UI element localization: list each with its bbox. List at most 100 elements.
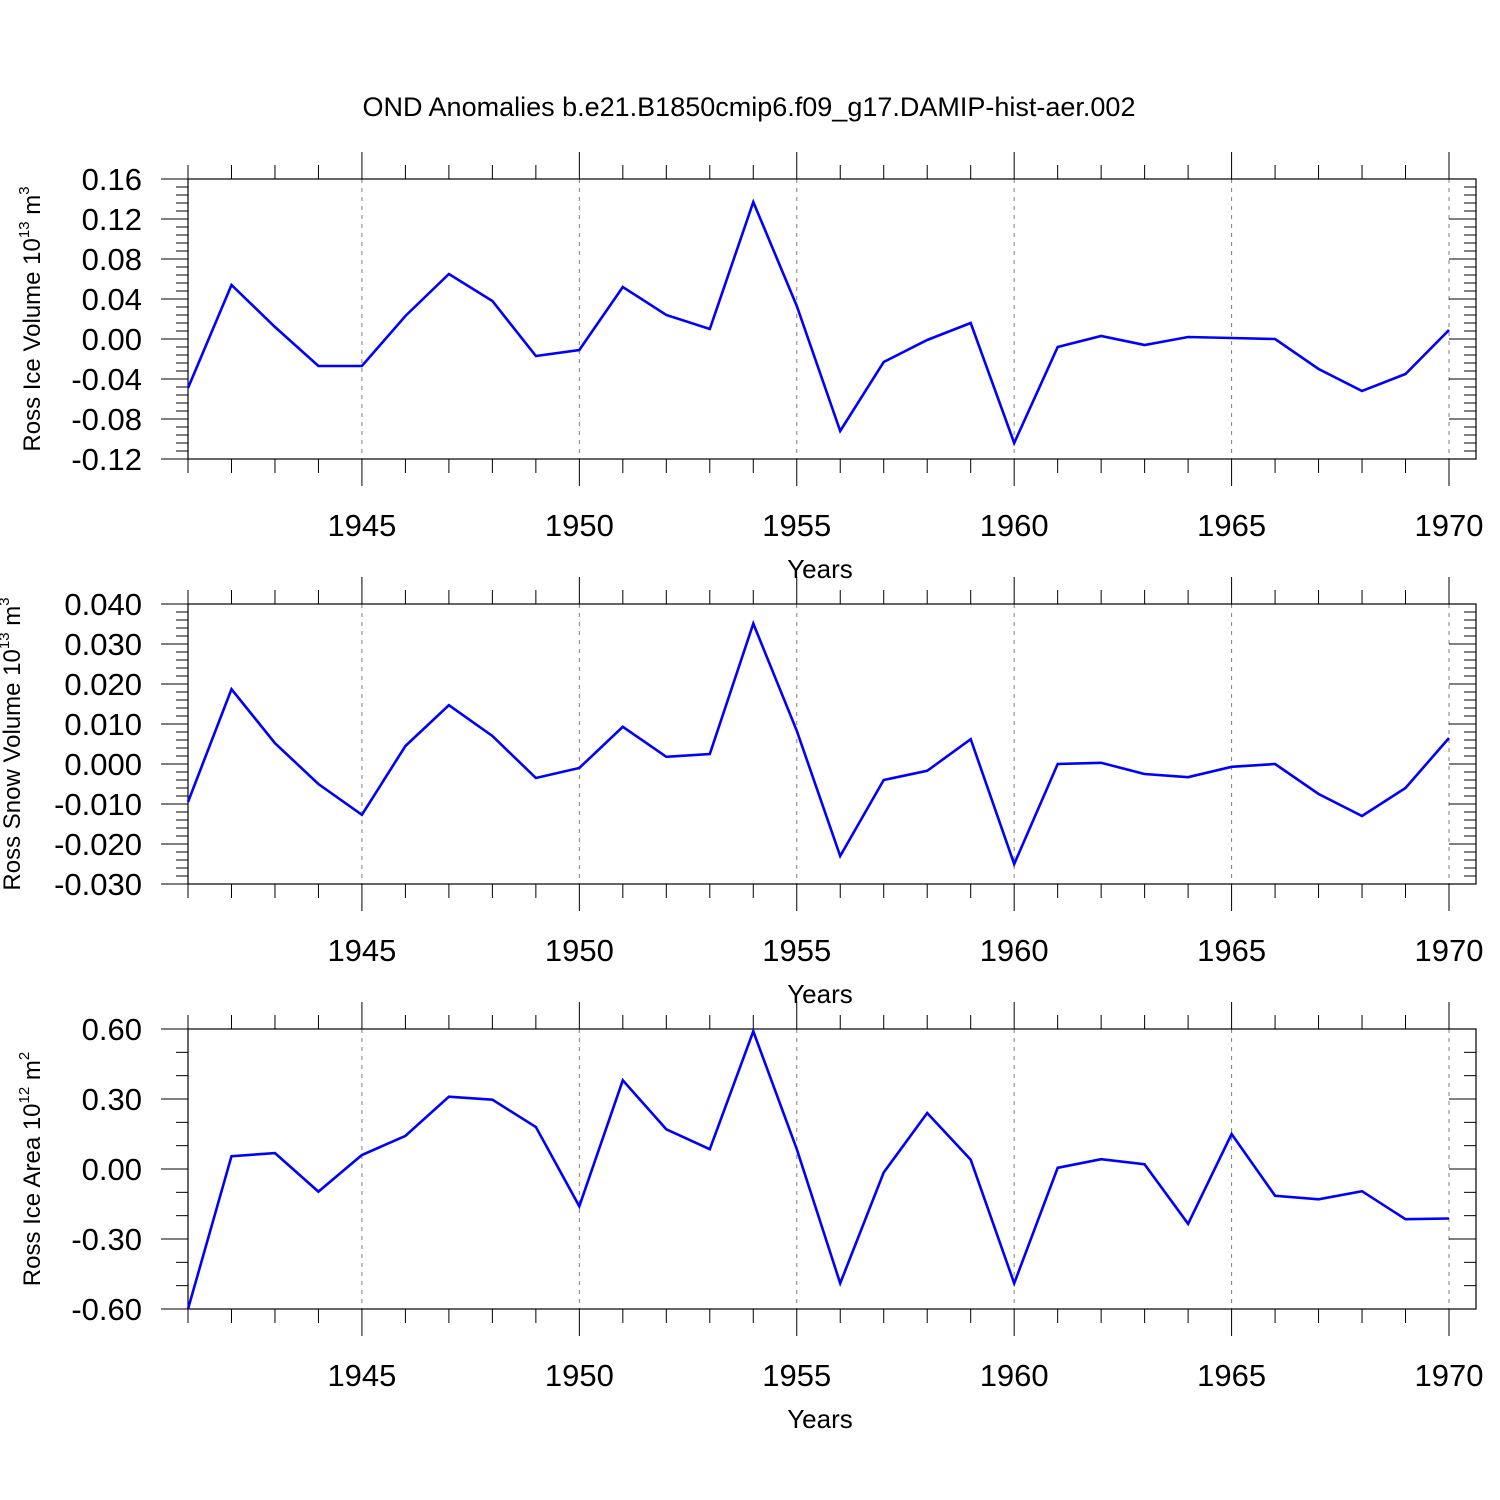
p0-ytick-label: 0.12 <box>82 202 142 237</box>
p0-ytick-label: -0.12 <box>71 442 142 477</box>
p0-data-point-1944 <box>317 365 319 367</box>
p2-series-line-0 <box>186 1027 1450 1310</box>
p1-data-point-1960 <box>1013 863 1015 865</box>
p1-data-point-1970 <box>1448 737 1450 739</box>
p1-data-point-1947 <box>448 704 450 706</box>
p0-y-axis-label-exponent: 13 <box>16 221 33 238</box>
p2-y-axis-label-unit-exponent: 2 <box>16 1052 33 1060</box>
p1-data-point-1968 <box>1361 815 1363 817</box>
p2-data-point-1949 <box>535 1126 537 1128</box>
p2-data-point-1957 <box>883 1171 885 1173</box>
p1-data-point-1966 <box>1274 763 1276 765</box>
panel-ross-ice-volume: 1945 1950 1955 1960 1965 1970 Years -0.12 -0.08 -… <box>16 152 1483 584</box>
p0-data-point-1962 <box>1100 335 1102 337</box>
p1-y-axis-label-exponent: 13 <box>0 632 13 649</box>
p0-data-point-1970 <box>1448 329 1450 331</box>
p2-y-axis-label-text: Ross Ice Area 10 <box>19 1103 46 1286</box>
p0-xtick-label-1970: 1970 <box>1415 508 1484 543</box>
p2-data-point-1944 <box>317 1190 319 1192</box>
p1-xtick-label-1955: 1955 <box>762 933 831 968</box>
p0-xtick-label-1950: 1950 <box>545 508 614 543</box>
p1-ytick-label: 0.020 <box>64 667 142 702</box>
p2-data-point-1955 <box>796 1148 798 1150</box>
p0-y-axis-label-unit-exponent: 3 <box>16 186 33 194</box>
p0-data-point-1943 <box>274 326 276 328</box>
p2-xtick-label-1970: 1970 <box>1415 1358 1484 1393</box>
p0-xtick-label-1955: 1955 <box>762 508 831 543</box>
p1-y-axis-label-text: Ross Snow Volume 10 <box>0 649 26 890</box>
p1-data-point-1957 <box>883 779 885 781</box>
p2-data-point-1960 <box>1013 1282 1015 1284</box>
p2-data-point-1970 <box>1448 1217 1450 1219</box>
p0-data-point-1960 <box>1013 442 1015 444</box>
p0-data-point-1961 <box>1056 346 1058 348</box>
p0-plot-frame <box>187 178 1477 460</box>
p2-y-axis-label-unit: m <box>19 1060 46 1087</box>
p2-y-axis-label: Ross Ice Area 1012 m2 <box>16 1052 46 1286</box>
p1-data-point-1941 <box>187 801 189 803</box>
p2-data-point-1958 <box>926 1112 928 1114</box>
p1-data-point-1969 <box>1404 787 1406 789</box>
p2-ytick-label: 0.60 <box>82 1012 142 1047</box>
p2-data-point-1956 <box>839 1282 841 1284</box>
p2-data-point-1952 <box>665 1128 667 1130</box>
p0-ytick-label: 0.16 <box>82 162 142 197</box>
p2-data-point-1965 <box>1230 1133 1232 1135</box>
p1-ytick-label: 0.040 <box>64 587 142 622</box>
p0-xtick-label-1965: 1965 <box>1197 508 1266 543</box>
p2-xtick-label-1960: 1960 <box>980 1358 1049 1393</box>
p0-data-point-1949 <box>535 355 537 357</box>
p1-data-point-1955 <box>796 730 798 732</box>
p1-xtick-label-1970: 1970 <box>1415 933 1484 968</box>
p1-y-axis-label-unit: m <box>0 606 26 633</box>
p1-y-axis-label-unit-exponent: 3 <box>0 597 13 605</box>
p0-data-point-1952 <box>665 314 667 316</box>
p0-y-axis-label: Ross Ice Volume 1013 m3 <box>16 186 46 451</box>
p1-data-point-1951 <box>622 726 624 728</box>
p2-y-axis-label-exponent: 12 <box>16 1087 33 1104</box>
p1-y-axis-label: Ross Snow Volume 1013 m3 <box>0 597 26 890</box>
p0-data-point-1967 <box>1317 368 1319 370</box>
p0-series-line-0 <box>186 198 1450 447</box>
p0-data-point-1956 <box>839 430 841 432</box>
p0-data-point-1950 <box>578 349 580 351</box>
p0-y-axis-label-text: Ross Ice Volume 10 <box>19 238 46 451</box>
p0-ytick-label: 0.08 <box>82 242 142 277</box>
p2-ytick-label: -0.30 <box>71 1222 142 1257</box>
p0-data-point-1966 <box>1274 338 1276 340</box>
p2-data-point-1947 <box>448 1095 450 1097</box>
p0-data-point-1957 <box>883 361 885 363</box>
p2-xtick-label-1950: 1950 <box>545 1358 614 1393</box>
p2-xtick-label-1945: 1945 <box>327 1358 396 1393</box>
p2-data-point-1945 <box>361 1154 363 1156</box>
p2-x-axis-label: Years <box>787 1404 853 1434</box>
p0-data-point-1945 <box>361 365 363 367</box>
p2-data-point-1950 <box>578 1205 580 1207</box>
p2-xtick-label-1965: 1965 <box>1197 1358 1266 1393</box>
p0-data-point-1946 <box>404 315 406 317</box>
p0-data-point-1965 <box>1230 337 1232 339</box>
p1-data-point-1953 <box>709 753 711 755</box>
p0-ytick-label: 0.00 <box>82 322 142 357</box>
p1-plot-frame <box>187 603 1477 885</box>
p0-xtick-label-1960: 1960 <box>980 508 1049 543</box>
p2-data-point-1968 <box>1361 1190 1363 1192</box>
p0-data-point-1968 <box>1361 390 1363 392</box>
p1-data-point-1946 <box>404 745 406 747</box>
p1-ytick-label: 0.000 <box>64 747 142 782</box>
p1-data-point-1959 <box>969 738 971 740</box>
p0-data-point-1948 <box>491 300 493 302</box>
p0-data-point-1959 <box>969 322 971 324</box>
p2-data-point-1959 <box>969 1158 971 1160</box>
p2-data-point-1948 <box>491 1099 493 1101</box>
p0-data-point-1958 <box>926 339 928 341</box>
p2-data-point-1967 <box>1317 1198 1319 1200</box>
panel-ross-ice-area: 1945 1950 1955 1960 1965 1970 Years -0.60 -0.30 0… <box>16 1002 1483 1434</box>
p1-data-point-1962 <box>1100 762 1102 764</box>
p2-data-point-1964 <box>1187 1223 1189 1225</box>
panel-ross-snow-volume: 1945 1950 1955 1960 1965 1970 Years -0.030 -0.02… <box>0 577 1483 1009</box>
p1-data-point-1949 <box>535 777 537 779</box>
p1-data-point-1948 <box>491 735 493 737</box>
p1-x-axis-label: Years <box>787 979 853 1009</box>
